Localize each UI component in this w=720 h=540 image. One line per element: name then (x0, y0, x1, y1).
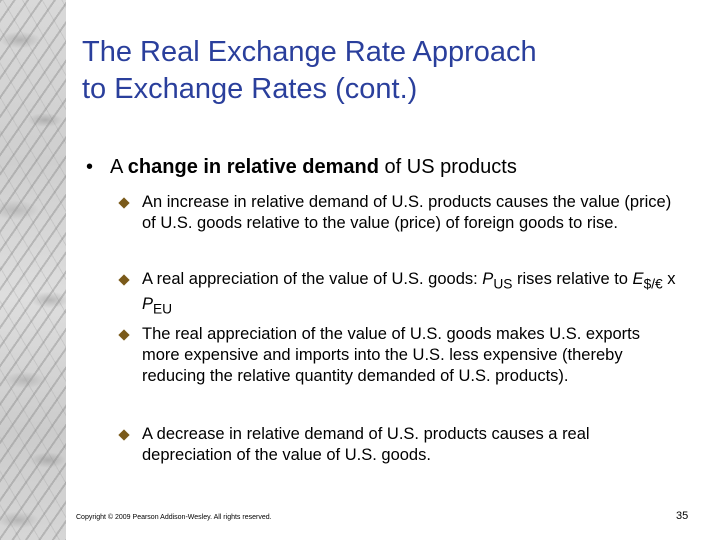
bullet-dot-icon: • (86, 156, 94, 178)
price-eu-symbol: P (142, 295, 154, 314)
diamond-bullet-icon (118, 429, 130, 441)
price-us-symbol: P (482, 270, 494, 288)
price-eu-subscript: EU (153, 301, 173, 317)
sub-bullet-4-text: A decrease in relative demand of U.S. pr… (142, 425, 590, 464)
price-us-subscript: US (493, 276, 513, 292)
sub-bullet-2-part-b: rises relative to (512, 270, 633, 288)
sub-bullet-2-part-a: A real appreciation of the value of U.S.… (142, 270, 483, 288)
sub-bullet-2-text: A real appreciation of the value of U.S.… (142, 269, 682, 320)
diamond-bullet-icon (118, 197, 130, 209)
diamond-bullet-icon (118, 274, 130, 286)
exchange-rate-subscript: $/€ (643, 276, 663, 292)
sub-bullet-3-text: The real appreciation of the value of U.… (142, 325, 641, 385)
main-bullet-text: A change in relative demand of US produc… (110, 154, 517, 180)
diamond-bullet-icon (118, 329, 130, 341)
exchange-rate-symbol: E (632, 270, 644, 288)
main-bullet-bold: change in relative demand (127, 156, 379, 178)
copyright-footer: Copyright © 2009 Pearson Addison-Wesley.… (76, 514, 272, 521)
page-number: 35 (676, 510, 689, 522)
slide-title: The Real Exchange Rate Approach to Excha… (82, 34, 682, 108)
main-bullet-prefix: A (110, 156, 128, 178)
sub-bullet-1-text: An increase in relative demand of U.S. p… (142, 193, 672, 232)
slide-title-line1: The Real Exchange Rate Approach (82, 36, 537, 68)
main-bullet-suffix: of US products (379, 156, 517, 178)
sub-bullet-2-part-c: x (662, 270, 676, 288)
slide-title-line2: to Exchange Rates (cont.) (82, 73, 418, 105)
marble-background-strip (0, 0, 66, 540)
